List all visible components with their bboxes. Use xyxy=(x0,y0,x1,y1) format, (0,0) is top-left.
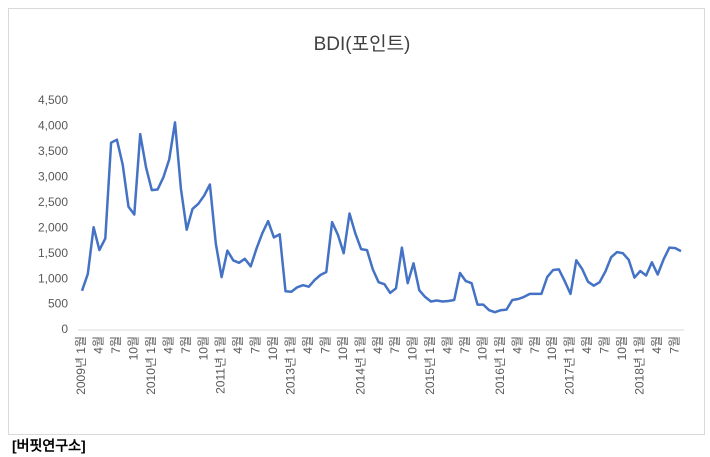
x-tick-label: 4월 xyxy=(510,336,524,354)
y-tick-label: 3,000 xyxy=(38,170,68,184)
y-tick-label: 0 xyxy=(61,322,68,336)
x-tick-label: 4월 xyxy=(441,336,455,354)
x-tick-label: 2011년 1월 xyxy=(214,336,228,394)
y-tick-label: 1,000 xyxy=(38,271,68,285)
source: [버핏연구소] xyxy=(12,438,86,454)
chart-frame xyxy=(8,8,705,435)
x-tick-label: 10월 xyxy=(127,336,141,360)
x-tick-label: 10월 xyxy=(266,336,280,360)
x-tick-label: 7월 xyxy=(318,336,332,354)
x-tick-label: 7월 xyxy=(388,336,402,354)
x-tick-label: 10월 xyxy=(615,336,629,360)
x-tick-label: 4월 xyxy=(92,336,106,354)
x-tick-label: 4월 xyxy=(231,336,245,354)
y-tick-label: 3,500 xyxy=(38,144,68,158)
x-tick-label: 2015년 1월 xyxy=(423,336,437,395)
data-line xyxy=(80,121,682,314)
x-tick-label: 2009년 1월 xyxy=(74,336,88,395)
x-tick-label: 10월 xyxy=(196,336,210,360)
x-tick-label: 10월 xyxy=(406,336,420,360)
y-tick-label: 1,500 xyxy=(38,246,68,260)
y-tick-label: 4,000 xyxy=(38,119,68,133)
x-tick-label: 10월 xyxy=(545,336,559,360)
x-tick-label: 7월 xyxy=(458,336,472,354)
x-tick-label: 4월 xyxy=(650,336,664,354)
x-tick-label: 4월 xyxy=(301,336,315,354)
y-tick-label: 2,000 xyxy=(38,220,68,234)
x-tick-label: 7월 xyxy=(179,336,193,354)
x-tick-label: 2018년 1월 xyxy=(632,336,646,395)
x-tick-label: 2010년 1월 xyxy=(144,336,158,395)
x-tick-label: 2013년 1월 xyxy=(284,336,298,395)
x-tick-label: 4월 xyxy=(580,336,594,354)
x-tick-label: 7월 xyxy=(667,336,681,354)
x-tick-label: 7월 xyxy=(109,336,123,354)
y-tick-label: 4,500 xyxy=(38,93,68,107)
y-tick-label: 2,500 xyxy=(38,195,68,209)
y-tick-label: 500 xyxy=(48,297,68,311)
x-tick-label: 2017년 1월 xyxy=(563,336,577,395)
x-tick-label: 4월 xyxy=(161,336,175,354)
chart-title: BDI(포인트) xyxy=(314,33,411,55)
x-tick-label: 4월 xyxy=(371,336,385,354)
x-tick-label: 10월 xyxy=(475,336,489,360)
x-tick-label: 10월 xyxy=(336,336,350,360)
x-tick-label: 7월 xyxy=(598,336,612,354)
x-tick-label: 2016년 1월 xyxy=(493,336,507,395)
x-tick-label: 2014년 1월 xyxy=(353,336,367,395)
x-tick-label: 7월 xyxy=(249,336,263,354)
x-tick-label: 7월 xyxy=(528,336,542,354)
